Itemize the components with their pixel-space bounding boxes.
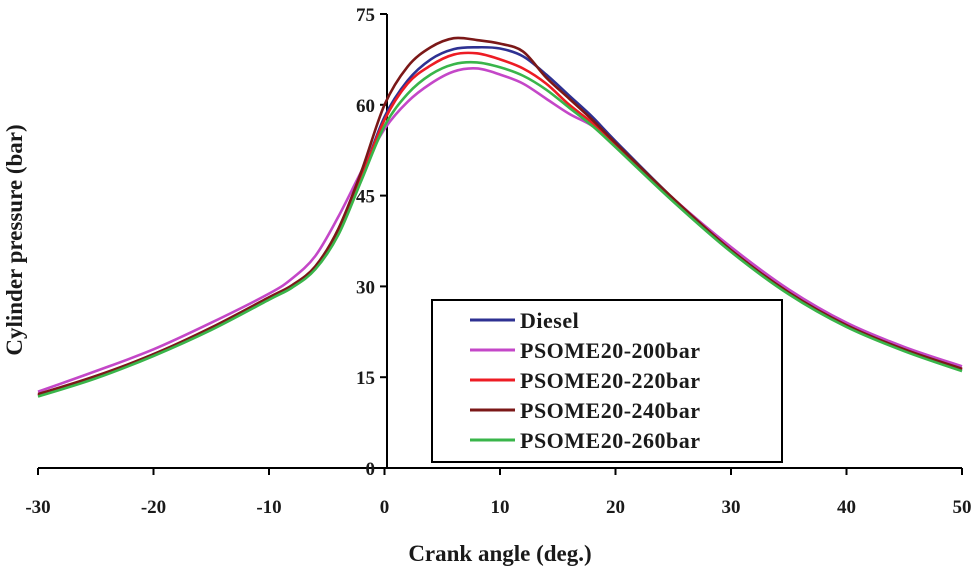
x-tick-label: -30 <box>25 497 50 518</box>
y-tick-label: 60 <box>356 96 375 117</box>
legend-label-psome20-240bar: PSOME20-240bar <box>520 398 701 423</box>
legend-items: Diesel PSOME20-200bar PSOME20-220bar PSOME2… <box>470 308 701 453</box>
x-tick-label: 50 <box>953 497 972 518</box>
x-tick-label: -20 <box>141 497 166 518</box>
x-tick-label: 10 <box>491 497 510 518</box>
x-tick-label: 40 <box>837 497 856 518</box>
x-axis-title: Crank angle (deg.) <box>408 541 591 566</box>
x-tick-label: -10 <box>256 497 281 518</box>
y-tick-label: 45 <box>356 187 375 208</box>
x-tick-label: 0 <box>380 497 390 518</box>
legend-label-psome20-260bar: PSOME20-260bar <box>520 428 701 453</box>
tick-labels-group: -30 -20 -10 0 10 20 30 40 50 0 15 30 45 60 75 <box>25 5 971 518</box>
y-tick-label: 0 <box>366 459 376 480</box>
y-tick-label: 30 <box>356 277 375 298</box>
legend-label-psome20-200bar: PSOME20-200bar <box>520 338 701 363</box>
y-tick-label: 15 <box>356 368 375 389</box>
series-group <box>37 36 963 398</box>
series-line-psome20-260bar <box>37 60 963 398</box>
series-line-psome20-200bar <box>37 67 963 393</box>
axes-group <box>37 13 963 475</box>
series-line-psome20-240bar <box>37 36 963 396</box>
legend-label-psome20-220bar: PSOME20-220bar <box>520 368 701 393</box>
x-tick-label: 20 <box>606 497 625 518</box>
legend-label-diesel: Diesel <box>520 308 579 333</box>
y-tick-label: 75 <box>356 5 375 26</box>
x-tick-label: 30 <box>722 497 741 518</box>
legend: Diesel PSOME20-200bar PSOME20-220bar PSOME2… <box>431 299 783 463</box>
y-axis-title: Cylinder pressure (bar) <box>2 124 27 355</box>
